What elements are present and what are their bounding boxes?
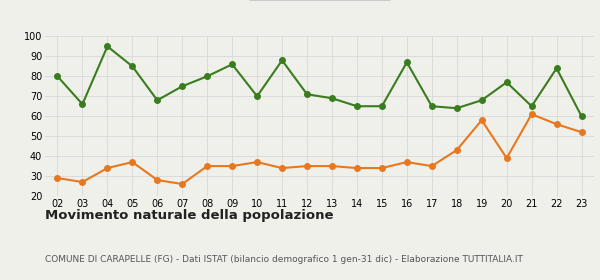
Decessi [54, 176, 61, 180]
Decessi [179, 182, 186, 186]
Nascite [503, 81, 510, 84]
Nascite [179, 85, 186, 88]
Text: Movimento naturale della popolazione: Movimento naturale della popolazione [45, 209, 334, 221]
Nascite [203, 75, 211, 78]
Decessi [304, 164, 311, 168]
Decessi [403, 160, 410, 164]
Nascite [578, 115, 585, 118]
Decessi [328, 164, 335, 168]
Decessi [278, 166, 286, 170]
Decessi [428, 164, 436, 168]
Line: Nascite: Nascite [55, 44, 584, 119]
Decessi [229, 164, 236, 168]
Nascite [229, 63, 236, 66]
Nascite [378, 104, 385, 108]
Decessi [453, 148, 460, 152]
Nascite [528, 104, 535, 108]
Decessi [104, 166, 111, 170]
Nascite [154, 99, 161, 102]
Nascite [304, 93, 311, 96]
Decessi [528, 113, 535, 116]
Nascite [553, 67, 560, 70]
Text: COMUNE DI CARAPELLE (FG) - Dati ISTAT (bilancio demografico 1 gen-31 dic) - Elab: COMUNE DI CARAPELLE (FG) - Dati ISTAT (b… [45, 255, 523, 264]
Nascite [453, 107, 460, 110]
Decessi [353, 166, 361, 170]
Nascite [328, 97, 335, 100]
Decessi [503, 157, 510, 160]
Nascite [428, 104, 436, 108]
Decessi [203, 164, 211, 168]
Decessi [553, 123, 560, 126]
Decessi [378, 166, 385, 170]
Nascite [478, 99, 485, 102]
Decessi [79, 180, 86, 184]
Decessi [154, 178, 161, 182]
Nascite [79, 102, 86, 106]
Nascite [54, 75, 61, 78]
Nascite [104, 45, 111, 48]
Nascite [353, 104, 361, 108]
Decessi [478, 118, 485, 122]
Nascite [278, 59, 286, 62]
Line: Decessi: Decessi [55, 111, 584, 187]
Decessi [129, 160, 136, 164]
Nascite [129, 65, 136, 68]
Decessi [254, 160, 261, 164]
Nascite [403, 61, 410, 64]
Decessi [578, 130, 585, 134]
Nascite [254, 95, 261, 98]
